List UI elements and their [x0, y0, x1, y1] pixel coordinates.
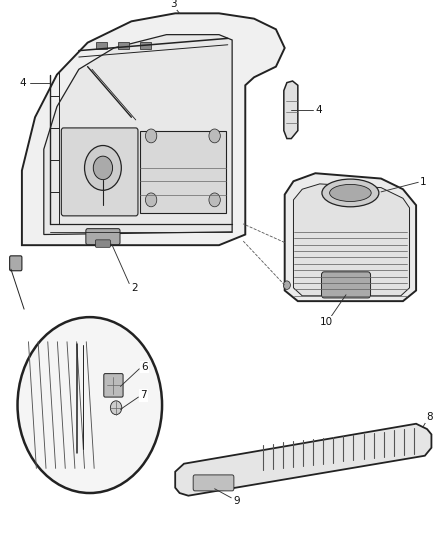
- FancyBboxPatch shape: [95, 240, 110, 247]
- Circle shape: [145, 193, 157, 207]
- Text: 4: 4: [19, 78, 26, 87]
- Bar: [140, 42, 151, 49]
- Circle shape: [209, 193, 220, 207]
- Polygon shape: [175, 424, 431, 496]
- Polygon shape: [293, 184, 410, 296]
- FancyBboxPatch shape: [193, 475, 234, 491]
- Text: 9: 9: [233, 496, 240, 506]
- Text: 10: 10: [320, 318, 333, 327]
- Polygon shape: [44, 35, 232, 235]
- Circle shape: [18, 317, 162, 493]
- Text: 8: 8: [426, 412, 433, 422]
- Text: 6: 6: [141, 362, 148, 372]
- Bar: [140, 131, 226, 213]
- Text: 1: 1: [420, 177, 427, 187]
- Ellipse shape: [322, 179, 379, 207]
- Circle shape: [110, 401, 122, 415]
- Circle shape: [145, 129, 157, 143]
- FancyBboxPatch shape: [104, 374, 123, 397]
- Polygon shape: [284, 81, 298, 139]
- Text: 7: 7: [140, 391, 147, 400]
- Polygon shape: [285, 173, 416, 301]
- FancyBboxPatch shape: [61, 128, 138, 216]
- Circle shape: [209, 129, 220, 143]
- Bar: [118, 42, 129, 49]
- FancyBboxPatch shape: [86, 229, 120, 245]
- Text: 4: 4: [315, 106, 322, 115]
- Text: 2: 2: [131, 283, 138, 293]
- Text: 3: 3: [170, 0, 177, 9]
- FancyBboxPatch shape: [10, 256, 22, 271]
- Ellipse shape: [330, 184, 371, 201]
- Circle shape: [85, 146, 121, 190]
- Circle shape: [93, 156, 113, 180]
- Bar: [96, 42, 107, 49]
- Circle shape: [283, 281, 290, 289]
- FancyBboxPatch shape: [321, 272, 371, 298]
- Polygon shape: [22, 13, 285, 245]
